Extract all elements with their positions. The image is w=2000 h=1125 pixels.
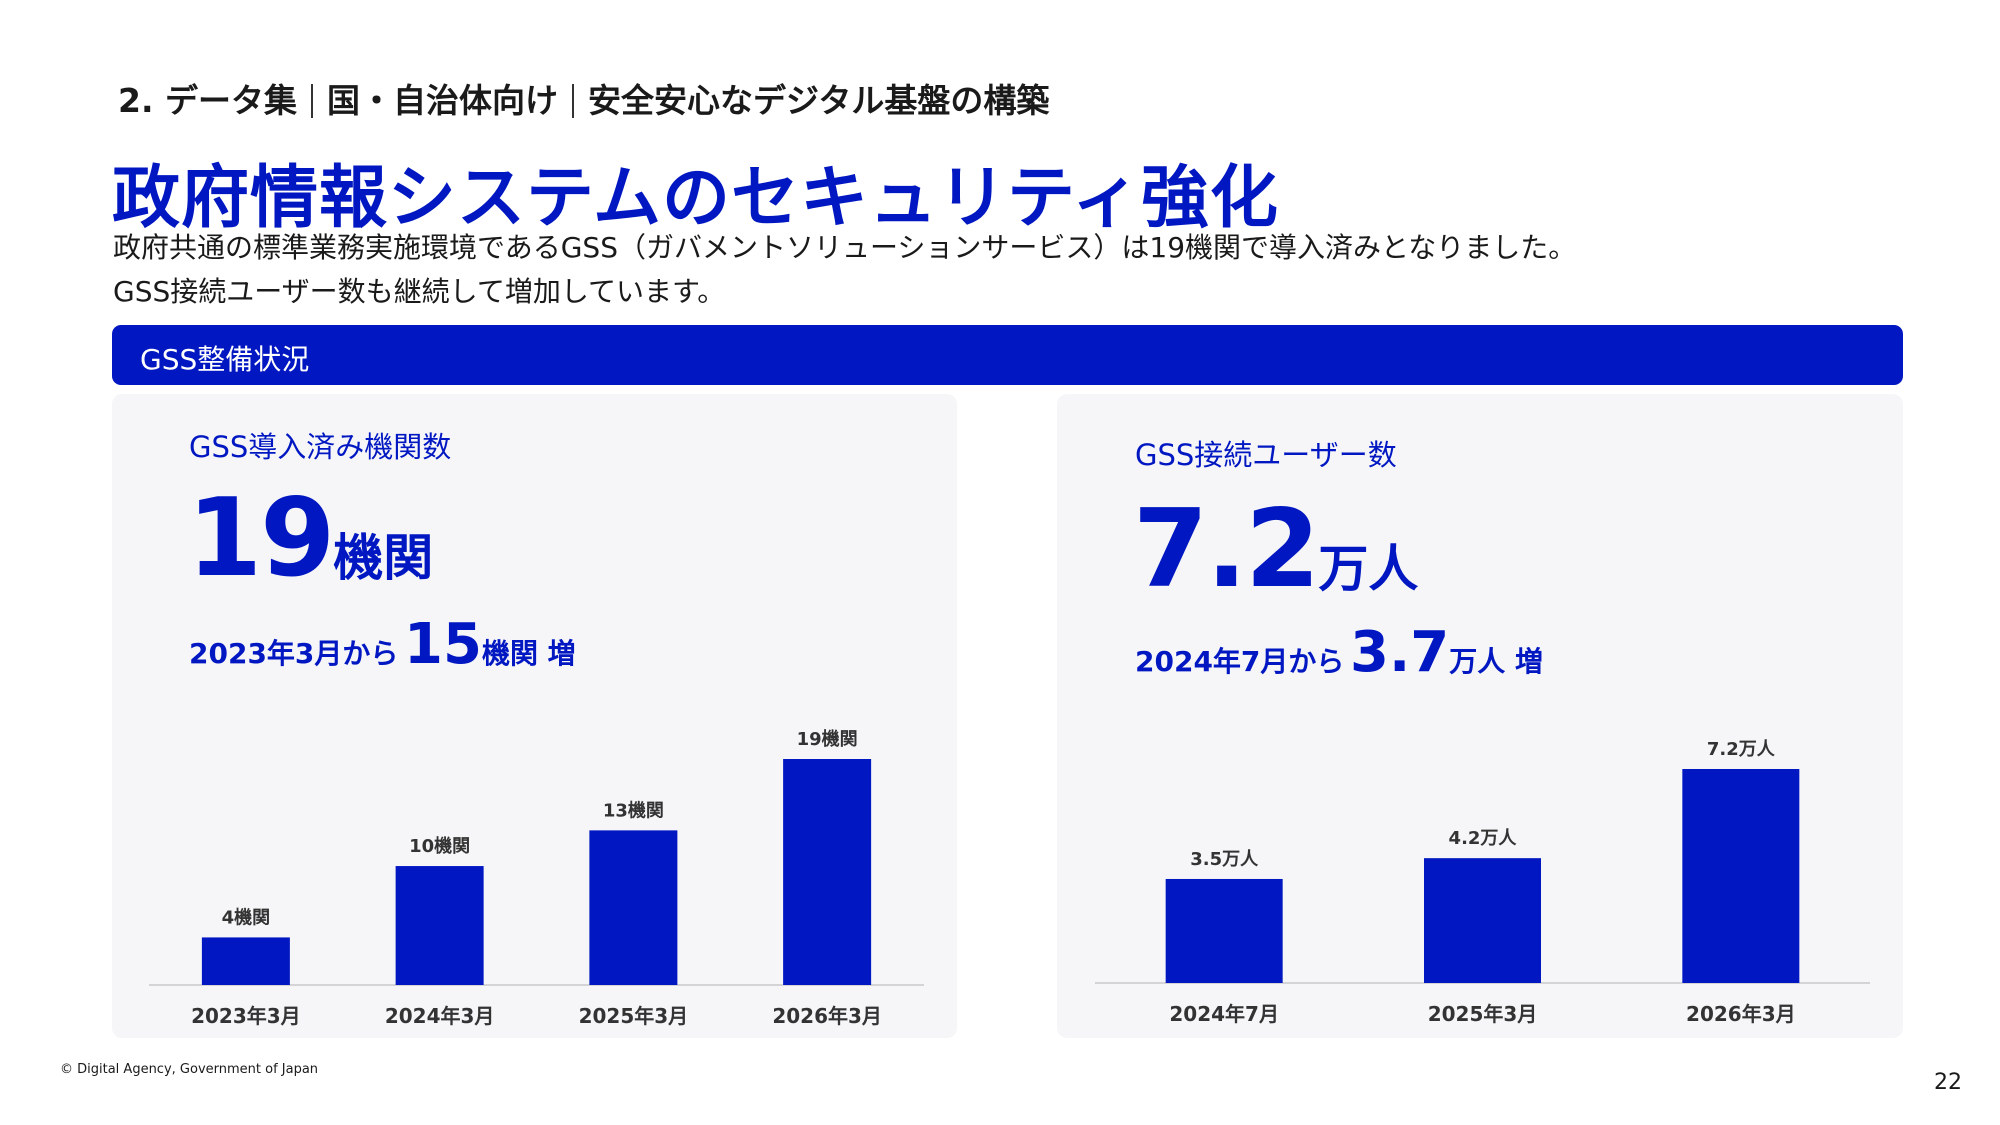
agencies-total-unit: 機関: [333, 529, 434, 587]
users-total-unit: 万人: [1318, 540, 1419, 598]
users-increase-suffix: 万人 増: [1449, 645, 1543, 678]
page-number: 22: [1934, 1070, 1962, 1095]
bar: [1682, 769, 1800, 983]
data-label: 7.2万人: [1707, 739, 1776, 760]
users-bar-chart: 3.5万人 2024年7月 4.2万人 2025年3月 7.2万人 2026年3月: [1095, 739, 1870, 1026]
breadcrumb-section: 2. データ集: [118, 81, 297, 120]
breadcrumb-topic: 安全安心なデジタル基盤の構築: [588, 81, 1050, 120]
page-title: 政府情報システムのセキュリティ強化: [112, 159, 1279, 238]
users-total: 7.2万人: [1133, 487, 1418, 612]
data-label: 10機関: [409, 835, 470, 857]
bar: [201, 937, 290, 985]
data-label: 4.2万人: [1449, 828, 1518, 849]
agencies-panel: GSS導入済み機関数 19機関 2023年3月から 15機関 増 4機関 2023…: [112, 394, 957, 1038]
x-tick-label: 2023年3月: [191, 1004, 301, 1028]
agencies-increase: 2023年3月から 15機関 増: [189, 612, 576, 677]
users-panel: GSS接続ユーザー数 7.2万人 2024年7月から 3.7万人 増 3.5万人…: [1057, 394, 1903, 1038]
users-increase: 2024年7月から 3.7万人 増: [1135, 620, 1543, 685]
breadcrumb-divider: [572, 84, 574, 118]
breadcrumb: 2. データ集 国・自治体向け 安全安心なデジタル基盤の構築: [118, 74, 1049, 122]
description-line: 政府共通の標準業務実施環境であるGSS（ガバメントソリューションサービス）は19…: [113, 231, 1577, 264]
data-label: 3.5万人: [1190, 849, 1259, 870]
agencies-increase-prefix: 2023年3月から: [189, 637, 399, 670]
section-header: GSS整備状況: [112, 325, 1903, 385]
description-line: GSS接続ユーザー数も継続して増加しています。: [113, 275, 726, 308]
users-panel-title: GSS接続ユーザー数: [1135, 438, 1397, 472]
users-increase-value: 3.7: [1350, 620, 1450, 685]
bar: [589, 830, 678, 985]
bar: [395, 866, 484, 985]
x-tick-label: 2026年3月: [1686, 1002, 1796, 1026]
x-tick-label: 2026年3月: [772, 1004, 882, 1028]
x-tick-label: 2025年3月: [579, 1004, 689, 1028]
data-label: 19機関: [797, 728, 858, 750]
data-label: 13機関: [603, 799, 664, 821]
copyright: © Digital Agency, Government of Japan: [60, 1062, 319, 1077]
bar: [1165, 878, 1283, 983]
section-label: GSS整備状況: [140, 343, 310, 376]
page-description: 政府共通の標準業務実施環境であるGSS（ガバメントソリューションサービス）は19…: [113, 226, 1576, 314]
agencies-bar-chart: 4機関 2023年3月 10機関 2024年3月 13機関 2025年3月 19機関 2026…: [149, 728, 924, 1028]
x-tick-label: 2025年3月: [1428, 1002, 1538, 1026]
users-increase-prefix: 2024年7月から: [1135, 645, 1345, 678]
breadcrumb-category: 国・自治体向け: [327, 81, 558, 120]
users-total-value: 7.2: [1133, 487, 1320, 612]
agencies-panel-title: GSS導入済み機関数: [189, 430, 452, 464]
bar: [1424, 858, 1541, 983]
agencies-total: 19機関: [187, 476, 433, 601]
bar: [783, 759, 872, 985]
x-tick-label: 2024年3月: [385, 1004, 495, 1028]
agencies-total-value: 19: [187, 476, 335, 601]
x-tick-label: 2024年7月: [1169, 1002, 1279, 1026]
data-label: 4機関: [222, 906, 271, 928]
agencies-increase-suffix: 機関 増: [481, 637, 576, 670]
breadcrumb-divider: [311, 84, 313, 118]
agencies-increase-value: 15: [404, 612, 482, 677]
